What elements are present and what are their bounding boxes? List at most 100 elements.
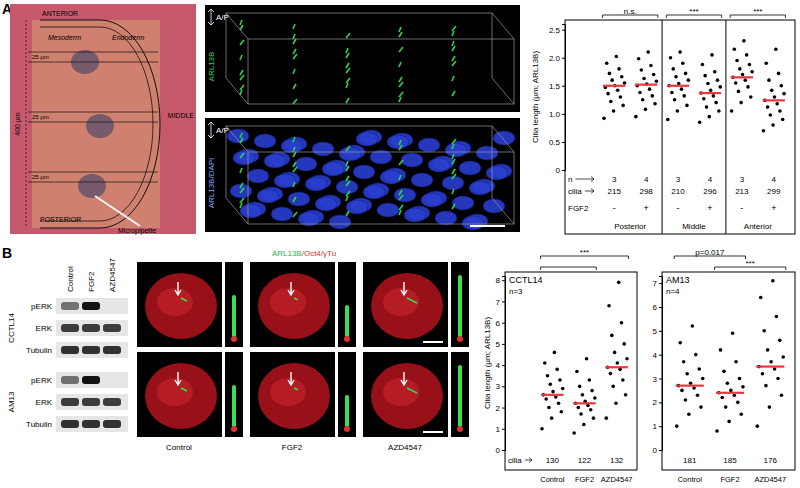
count-label: 298 bbox=[639, 187, 653, 196]
point bbox=[572, 431, 576, 435]
micrograph bbox=[137, 262, 222, 347]
count-label: 176 bbox=[764, 456, 778, 465]
cilium bbox=[346, 78, 350, 83]
point bbox=[781, 118, 785, 122]
blot-strip bbox=[56, 372, 128, 388]
count-label: 4 bbox=[644, 175, 649, 184]
point bbox=[670, 91, 674, 95]
nucleus bbox=[404, 208, 426, 222]
micrographs: ARL13B/Oct4/γTuControlFGF2AZD4547 bbox=[137, 249, 469, 452]
point bbox=[575, 370, 579, 374]
band bbox=[103, 420, 121, 428]
group-separator bbox=[725, 20, 726, 234]
point bbox=[651, 94, 655, 98]
western-blot: ControlFGF2AZD4547CCTL14pERKERKTubulinAM… bbox=[7, 258, 128, 432]
cilium bbox=[293, 162, 296, 167]
cilium bbox=[346, 146, 350, 151]
cilium bbox=[452, 169, 455, 174]
band bbox=[61, 398, 79, 406]
band bbox=[61, 420, 79, 428]
cilium bbox=[399, 205, 403, 210]
point bbox=[680, 87, 684, 91]
point bbox=[715, 429, 719, 433]
nucleus bbox=[258, 363, 330, 429]
point bbox=[718, 85, 722, 89]
point bbox=[735, 59, 739, 63]
band bbox=[61, 302, 79, 310]
band bbox=[103, 398, 121, 406]
point bbox=[561, 387, 565, 391]
basal-body bbox=[231, 426, 237, 432]
point bbox=[588, 378, 592, 382]
section-line bbox=[28, 172, 158, 173]
point bbox=[692, 386, 696, 390]
significance-label: *** bbox=[580, 248, 589, 257]
nucleus bbox=[288, 192, 310, 206]
blot-strip bbox=[56, 320, 128, 336]
tick-mark bbox=[502, 323, 505, 324]
point bbox=[717, 109, 721, 113]
point bbox=[769, 360, 773, 364]
render-box bbox=[226, 126, 514, 224]
inset bbox=[451, 262, 469, 347]
point bbox=[742, 39, 746, 43]
nucleus bbox=[240, 204, 262, 218]
category-title: FGF2 bbox=[568, 204, 589, 213]
tick-mark bbox=[502, 408, 505, 409]
tick-label: 2 bbox=[653, 398, 658, 407]
significance-bracket bbox=[541, 267, 597, 270]
point bbox=[731, 331, 735, 335]
row-arrow bbox=[575, 177, 594, 182]
tick-mark bbox=[562, 142, 565, 143]
point bbox=[553, 351, 557, 355]
mean-line bbox=[763, 99, 785, 101]
basal-body bbox=[457, 336, 463, 342]
point bbox=[706, 82, 710, 86]
tick-label: 4 bbox=[496, 361, 501, 370]
count-label: 210 bbox=[671, 187, 685, 196]
scale-label: 400 µm bbox=[14, 112, 22, 136]
nucleus bbox=[258, 273, 330, 339]
cilium bbox=[294, 388, 298, 390]
cilium bbox=[240, 198, 244, 203]
axis-arrow bbox=[208, 9, 214, 25]
nucleus bbox=[145, 363, 217, 429]
row-label: pERK bbox=[31, 302, 53, 311]
nucleus bbox=[476, 146, 498, 160]
cilium bbox=[452, 76, 454, 81]
embryo-node bbox=[78, 174, 106, 198]
cilium bbox=[240, 20, 242, 25]
nucleus bbox=[271, 207, 293, 221]
tick: 7 bbox=[496, 298, 505, 307]
point bbox=[778, 109, 782, 113]
cilium bbox=[407, 298, 417, 303]
axis-line bbox=[562, 25, 566, 171]
band bbox=[82, 376, 100, 384]
tick: 2 bbox=[496, 404, 505, 413]
point bbox=[755, 424, 759, 428]
tick-mark bbox=[562, 114, 565, 115]
cilium bbox=[240, 55, 242, 60]
point bbox=[613, 351, 617, 355]
panel-label: B bbox=[2, 245, 12, 261]
cilium bbox=[452, 189, 454, 194]
tick-mark bbox=[659, 307, 662, 308]
inset-cilium bbox=[458, 277, 462, 336]
point bbox=[612, 109, 616, 113]
tick: 1.0 bbox=[549, 110, 565, 119]
lane-label: AZD4547 bbox=[108, 258, 117, 292]
inset-cilium bbox=[345, 397, 349, 426]
point bbox=[745, 53, 749, 57]
point bbox=[729, 389, 733, 393]
point bbox=[694, 353, 698, 357]
point bbox=[550, 416, 554, 420]
nucleus bbox=[254, 134, 276, 148]
point bbox=[592, 416, 596, 420]
mean-line bbox=[603, 85, 625, 87]
scale-bar bbox=[423, 431, 443, 433]
basal-body bbox=[344, 426, 350, 432]
cilium bbox=[293, 49, 296, 54]
point bbox=[771, 123, 775, 127]
point bbox=[655, 79, 659, 83]
point bbox=[737, 90, 741, 94]
